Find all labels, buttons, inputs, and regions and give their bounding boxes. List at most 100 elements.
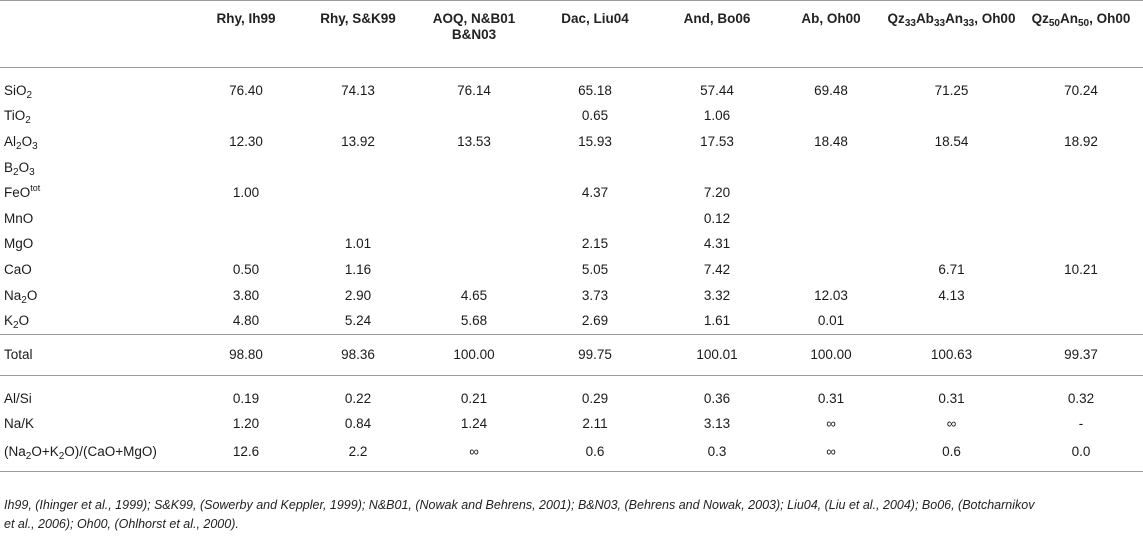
- value-cell: [414, 180, 534, 206]
- value-cell: 69.48: [814, 82, 848, 98]
- value-cell: 0.32: [1067, 390, 1095, 406]
- value-cell: 100.63: [930, 346, 973, 362]
- oxide-row: Na2O 3.80 2.90 4.65 3.73 3.32 12.03 4.13: [0, 283, 1143, 309]
- value-cell: 0.50: [232, 261, 260, 277]
- value-cell: [190, 206, 302, 232]
- value-cell: 1.24: [460, 416, 488, 432]
- value-cell: [190, 104, 302, 130]
- value-cell: 1.61: [703, 313, 731, 329]
- value-cell: [884, 180, 1019, 206]
- value-cell: 0.19: [232, 390, 260, 406]
- value-cell: 3.13: [703, 416, 731, 432]
- oxide-row: MgO 1.01 2.15 4.31: [0, 232, 1143, 258]
- column-header: Ab, Oh00: [801, 11, 861, 26]
- value-cell: 4.80: [232, 313, 260, 329]
- value-cell: 0.65: [581, 108, 609, 124]
- value-cell: 0.21: [460, 390, 488, 406]
- column-header: And, Bo06: [683, 11, 751, 26]
- column-header: Qz50An50, Oh00: [1031, 11, 1131, 29]
- value-cell: 0.36: [703, 390, 731, 406]
- header-empty: [0, 1, 190, 68]
- row-label: Na/K: [4, 416, 35, 432]
- total-row: Total 98.80 98.36 100.00 99.75 100.01 100.00 10…: [0, 334, 1143, 375]
- value-cell: 2.90: [344, 287, 372, 303]
- value-cell: [1019, 283, 1143, 309]
- ratio-row: (Na2O+K2O)/(CaO+MgO) 12.6 2.2 ∞ 0.6 0.3 ∞ 0.6 0.…: [0, 437, 1143, 472]
- header-row: Rhy, Ih99 Rhy, S&K99 AOQ, N&B01 B&N03 Da…: [0, 0, 1143, 68]
- oxide-row: K2O 4.80 5.24 5.68 2.69 1.61 0.01: [0, 308, 1143, 334]
- row-label: Al2O3: [4, 133, 38, 152]
- footnote-line: et al., 2006); Oh00, (Ohlhorst et al., 2…: [4, 517, 239, 531]
- column-header: Rhy, S&K99: [320, 11, 396, 26]
- value-cell: [414, 206, 534, 232]
- value-cell: [414, 155, 534, 181]
- value-cell: 0.3: [707, 444, 727, 460]
- value-cell: 74.13: [341, 82, 375, 98]
- value-cell: 70.24: [1064, 82, 1098, 98]
- value-cell: ∞: [826, 444, 836, 460]
- oxide-row: B2O3: [0, 155, 1143, 181]
- value-cell: 0.29: [581, 390, 609, 406]
- value-cell: [778, 104, 884, 130]
- value-cell: 12.03: [814, 287, 848, 303]
- oxide-row: FeOtot 1.00 4.37 7.20: [0, 180, 1143, 206]
- row-label: K2O: [4, 313, 30, 332]
- value-cell: 4.13: [938, 287, 965, 303]
- value-cell: 2.11: [582, 416, 608, 432]
- value-cell: [884, 206, 1019, 232]
- value-cell: 4.37: [581, 185, 609, 201]
- value-cell: 15.93: [578, 133, 612, 149]
- value-cell: 7.20: [703, 185, 731, 201]
- value-cell: [778, 180, 884, 206]
- value-cell: [534, 206, 656, 232]
- value-cell: [302, 155, 414, 181]
- value-cell: 5.68: [460, 313, 488, 329]
- value-cell: 76.14: [457, 82, 491, 98]
- oxide-row: Al2O3 12.30 13.92 13.53 15.93 17.53 18.48 18.54…: [0, 129, 1143, 155]
- value-cell: 4.65: [460, 287, 488, 303]
- value-cell: 99.75: [578, 346, 612, 362]
- value-cell: 71.25: [934, 82, 969, 98]
- row-label: SiO2: [4, 82, 33, 101]
- value-cell: 0.12: [703, 210, 731, 226]
- value-cell: [778, 206, 884, 232]
- value-cell: 12.6: [232, 444, 260, 460]
- table-footnote: Ih99, (Ihinger et al., 1999); S&K99, (So…: [4, 496, 1134, 534]
- value-cell: [190, 232, 302, 258]
- table-body: SiO2 76.40 74.13 76.14 65.18 57.44 69.48 71.25 7…: [0, 68, 1143, 472]
- value-cell: 7.42: [703, 261, 731, 277]
- value-cell: [302, 206, 414, 232]
- value-cell: 1.00: [232, 185, 260, 201]
- value-cell: 1.06: [703, 108, 731, 124]
- value-cell: -: [1078, 416, 1084, 432]
- value-cell: 18.92: [1064, 133, 1098, 149]
- oxide-row: CaO 0.50 1.16 5.05 7.42 6.71 10.21: [0, 257, 1143, 283]
- value-cell: 100.00: [453, 346, 495, 362]
- value-cell: 76.40: [229, 82, 263, 98]
- value-cell: [414, 104, 534, 130]
- value-cell: 12.30: [229, 133, 263, 149]
- row-label: Al/Si: [4, 390, 32, 406]
- oxide-row: MnO 0.12: [0, 206, 1143, 232]
- column-header: Rhy, Ih99: [216, 11, 276, 26]
- value-cell: 0.01: [817, 313, 845, 329]
- value-cell: [884, 232, 1019, 258]
- row-label: (Na2O+K2O)/(CaO+MgO): [4, 444, 157, 463]
- oxide-row: TiO2 0.65 1.06: [0, 104, 1143, 130]
- value-cell: [778, 257, 884, 283]
- column-header: Qz33Ab33An33, Oh00: [887, 11, 1016, 29]
- value-cell: [656, 155, 778, 181]
- value-cell: 10.21: [1064, 261, 1098, 277]
- value-cell: 2.2: [348, 444, 368, 460]
- value-cell: 0.6: [942, 444, 961, 460]
- value-cell: [884, 104, 1019, 130]
- value-cell: 100.00: [810, 346, 852, 362]
- value-cell: [1019, 206, 1143, 232]
- value-cell: 100.01: [696, 346, 738, 362]
- value-cell: 6.71: [938, 261, 965, 277]
- value-cell: [1019, 180, 1143, 206]
- value-cell: 4.31: [703, 236, 731, 252]
- value-cell: [1019, 104, 1143, 130]
- value-cell: [414, 232, 534, 258]
- value-cell: 98.36: [341, 346, 375, 362]
